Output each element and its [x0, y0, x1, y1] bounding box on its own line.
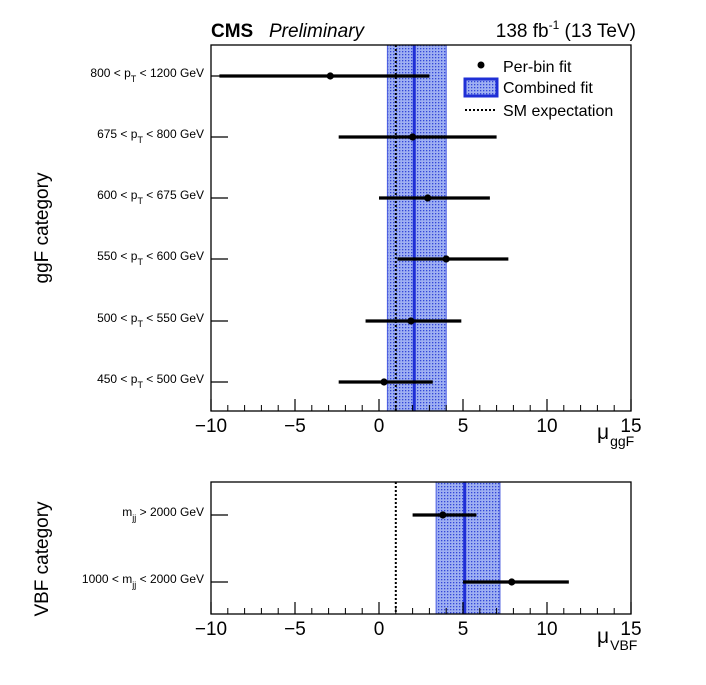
- status-label: Preliminary: [269, 21, 366, 42]
- ggf-axis-title: ggF category: [32, 172, 53, 283]
- ggf-category-label-2: 600 < pT < 675 GeV: [97, 188, 204, 206]
- ggf-category-label-5: 450 < pT < 500 GeV: [97, 372, 204, 390]
- ggf-axis: −10 −5 0 5 10 15: [195, 399, 642, 437]
- vbf-points: [412, 511, 569, 586]
- vbf-point-0: [439, 511, 447, 519]
- legend-swatch-pattern: [465, 79, 497, 96]
- ggf-xtick-label-0: −10: [195, 416, 227, 437]
- vbf-axis: −10 −5 0 5 10 15: [195, 602, 642, 640]
- legend-label-combined: Combined fit: [503, 80, 593, 97]
- ggf-category-label-3: 550 < pT < 600 GeV: [97, 249, 204, 267]
- legend-label-sm: SM expectation: [503, 103, 613, 120]
- ggf-combined-band: [386, 45, 447, 411]
- ggf-xtick-label-3: 5: [458, 416, 469, 437]
- vbf-combined-band: [435, 482, 501, 614]
- ggf-xlabel: μggF: [597, 421, 634, 449]
- ggf-frame: [210, 44, 632, 412]
- vbf-xtick-label-1: −5: [284, 619, 306, 640]
- ggf-panel: −10 −5 0 5 10 15 800 < pT < 1200 GeV 675 < pT …: [32, 44, 642, 449]
- legend-marker-per-bin: [477, 61, 485, 69]
- vbf-xtick-label-5: 15: [620, 619, 641, 640]
- vbf-band-pattern: [436, 482, 500, 614]
- vbf-xtick-label-0: −10: [195, 619, 227, 640]
- vbf-category-label-1: 1000 < mjj < 2000 GeV: [82, 572, 204, 590]
- ggf-xtick-label-1: −5: [284, 416, 306, 437]
- ggf-xtick-label-2: 0: [374, 416, 385, 437]
- vbf-category-label-0: mjj > 2000 GeV: [122, 505, 204, 523]
- legend-swatch-combined: [463, 77, 499, 98]
- vbf-panel: −10 −5 0 5 10 15 mjj > 2000 GeV 1000 < mjj < 2…: [32, 481, 642, 653]
- vbf-point-1: [508, 578, 516, 586]
- vbf-xtick-label-3: 5: [458, 619, 469, 640]
- ggf-point-3: [442, 255, 450, 263]
- vbf-axis-title: VBF category: [32, 501, 53, 617]
- legend: Per-bin fit Combined fit SM expectation: [463, 59, 613, 120]
- ggf-band-pattern: [387, 45, 447, 411]
- ggf-xtick-label-5: 15: [620, 416, 641, 437]
- ggf-points: [219, 72, 509, 386]
- legend-label-per-bin: Per-bin fit: [503, 59, 572, 76]
- vbf-frame: [210, 481, 632, 615]
- ggf-point-0: [326, 72, 334, 80]
- luminosity-label: 138 fb-1 (13 TeV): [496, 18, 636, 42]
- vbf-xtick-label-4: 10: [536, 619, 557, 640]
- ggf-category-label-0: 800 < pT < 1200 GeV: [90, 66, 204, 84]
- ggf-category-label-4: 500 < pT < 550 GeV: [97, 311, 204, 329]
- ggf-point-5: [380, 378, 388, 386]
- vbf-category-labels: mjj > 2000 GeV 1000 < mjj < 2000 GeV: [82, 505, 228, 590]
- ggf-category-labels: 800 < pT < 1200 GeV 675 < pT < 800 GeV 600…: [90, 66, 228, 390]
- ggf-point-4: [407, 317, 415, 325]
- ggf-xtick-label-4: 10: [536, 416, 557, 437]
- vbf-xtick-label-2: 0: [374, 619, 385, 640]
- ggf-category-label-1: 675 < pT < 800 GeV: [97, 127, 204, 145]
- ggf-point-1: [409, 133, 417, 141]
- vbf-xlabel: μVBF: [597, 625, 637, 653]
- ggf-point-2: [424, 194, 432, 202]
- experiment-label: CMS: [211, 21, 253, 42]
